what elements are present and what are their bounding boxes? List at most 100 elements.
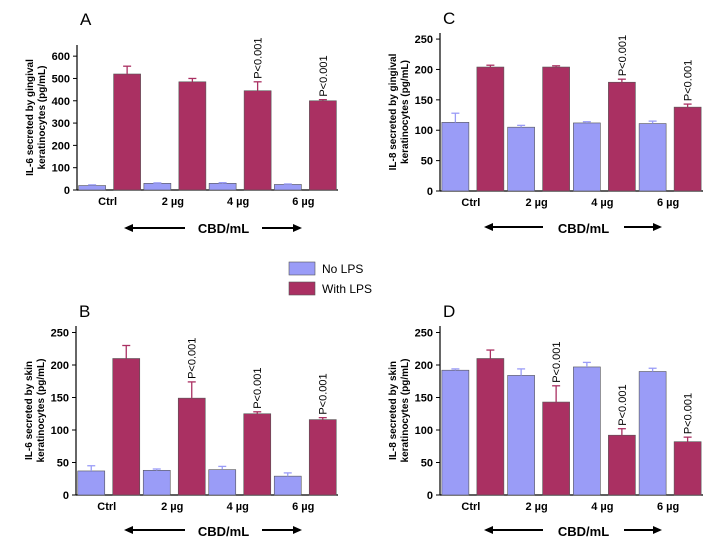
- p-value-annotation: P<0.001: [318, 373, 330, 414]
- x-arrow-left-head: [124, 526, 133, 534]
- y-axis-label: IL-6 secreted by skin: [24, 361, 35, 460]
- y-tick-label: 250: [51, 328, 69, 340]
- p-value-annotation: P<0.001: [187, 338, 199, 379]
- y-tick-label: 100: [415, 425, 433, 437]
- bar-no-lps: [573, 122, 601, 192]
- bar-no-lps: [441, 122, 470, 192]
- bar-no-lps: [638, 123, 667, 192]
- bar-with-lps: [113, 73, 141, 191]
- x-tick-label: 2 µg: [526, 197, 548, 209]
- y-tick-label: 300: [52, 118, 70, 130]
- bar-with-lps: [673, 441, 702, 496]
- x-arrow-right-head: [653, 526, 662, 534]
- panel-letter: D: [443, 302, 455, 321]
- x-tick-label: 6 µg: [657, 501, 679, 513]
- y-tick-label: 200: [52, 140, 70, 152]
- p-value-annotation: P<0.001: [318, 55, 330, 96]
- x-arrow-left-head: [124, 224, 133, 232]
- bar-with-lps: [243, 90, 272, 191]
- bar-no-lps: [273, 475, 302, 496]
- x-arrow-left-head: [484, 223, 493, 231]
- legend-label-with-lps: With LPS: [322, 282, 372, 296]
- y-tick-label: 150: [51, 393, 69, 405]
- y-tick-label: 0: [63, 490, 69, 502]
- legend-swatch-with-lps: [288, 281, 316, 296]
- bar-no-lps: [208, 469, 237, 496]
- legend-swatch-no-lps: [288, 261, 316, 276]
- bar-with-lps: [608, 81, 636, 192]
- legend-label-no-lps: No LPS: [322, 262, 363, 276]
- p-value-annotation: P<0.001: [252, 368, 264, 409]
- y-tick-label: 200: [415, 360, 433, 372]
- bar-with-lps: [673, 106, 702, 192]
- bar-no-lps: [441, 369, 470, 496]
- x-axis-label: CBD/mL: [198, 221, 249, 236]
- y-tick-label: 50: [421, 156, 433, 168]
- p-value-annotation: P<0.001: [683, 60, 695, 101]
- x-arrow-right-head: [293, 526, 302, 534]
- y-axis-label: IL-8 secreted by skin: [388, 361, 399, 460]
- x-arrow-left-head: [484, 526, 493, 534]
- bar-no-lps: [638, 371, 667, 496]
- bar-with-lps: [542, 401, 570, 496]
- x-tick-label: Ctrl: [461, 197, 480, 209]
- bar-no-lps: [142, 469, 171, 496]
- y-tick-label: 0: [64, 185, 70, 197]
- x-axis-label: CBD/mL: [558, 221, 609, 236]
- bar-no-lps: [78, 185, 106, 191]
- y-tick-label: 500: [52, 73, 70, 85]
- bar-with-lps: [608, 434, 636, 496]
- x-tick-label: 6 µg: [292, 501, 314, 513]
- x-tick-label: 2 µg: [162, 196, 184, 208]
- y-tick-label: 50: [421, 458, 433, 470]
- y-axis-label: keratinocytes (pg/mL): [36, 359, 47, 463]
- y-tick-label: 250: [415, 34, 433, 46]
- x-tick-label: 4 µg: [591, 197, 613, 209]
- panel-letter: C: [443, 9, 455, 28]
- p-value-annotation: P<0.001: [551, 342, 563, 383]
- p-value-annotation: P<0.001: [617, 35, 629, 76]
- panel-letter: B: [79, 302, 90, 321]
- x-tick-label: 2 µg: [526, 501, 548, 513]
- y-tick-label: 150: [415, 393, 433, 405]
- y-axis-label: keratinocytes (pg/mL): [400, 359, 411, 463]
- y-tick-label: 100: [415, 125, 433, 137]
- y-tick-label: 400: [52, 96, 70, 108]
- y-axis-label: IL-8 secreted by gingival: [388, 53, 399, 170]
- x-tick-label: 4 µg: [591, 501, 613, 513]
- y-tick-label: 100: [51, 425, 69, 437]
- y-tick-label: 100: [52, 163, 70, 175]
- bar-no-lps: [143, 183, 172, 191]
- x-tick-label: 2 µg: [161, 501, 183, 513]
- y-tick-label: 0: [427, 490, 433, 502]
- bar-no-lps: [208, 183, 237, 191]
- bar-no-lps: [573, 366, 601, 496]
- y-tick-label: 600: [52, 51, 70, 63]
- y-tick-label: 150: [415, 95, 433, 107]
- bar-with-lps: [308, 419, 337, 496]
- y-tick-label: 200: [415, 64, 433, 76]
- x-tick-label: Ctrl: [461, 501, 480, 513]
- bar-with-lps: [243, 413, 272, 496]
- chart-panel-b: B 0 50 100 150 200 250 IL-6 secreted by skin ker…: [24, 302, 338, 539]
- p-value-annotation: P<0.001: [253, 38, 265, 79]
- bar-with-lps: [476, 358, 505, 496]
- y-tick-label: 50: [57, 458, 69, 470]
- x-arrow-right-head: [293, 224, 302, 232]
- chart-panel-d: D 0 50 100 150 200 250 IL-8 secreted by skin ker…: [388, 302, 703, 539]
- y-tick-label: 250: [415, 328, 433, 340]
- bar-no-lps: [507, 375, 535, 496]
- y-axis-label: IL-6 secreted by gingival: [25, 59, 36, 176]
- x-axis-label: CBD/mL: [558, 524, 609, 539]
- bar-with-lps: [112, 358, 141, 496]
- y-axis-label: keratinocytes (pg/mL): [400, 60, 411, 164]
- x-tick-label: 6 µg: [657, 197, 679, 209]
- x-tick-label: Ctrl: [97, 501, 116, 513]
- bar-with-lps: [309, 100, 337, 191]
- y-tick-label: 0: [427, 186, 433, 198]
- bar-with-lps: [476, 66, 505, 192]
- y-tick-label: 200: [51, 360, 69, 372]
- x-tick-label: 6 µg: [292, 196, 314, 208]
- chart-panel-c: C 0 50 100 150 200 250 IL-8 secreted by gingiva…: [388, 9, 703, 236]
